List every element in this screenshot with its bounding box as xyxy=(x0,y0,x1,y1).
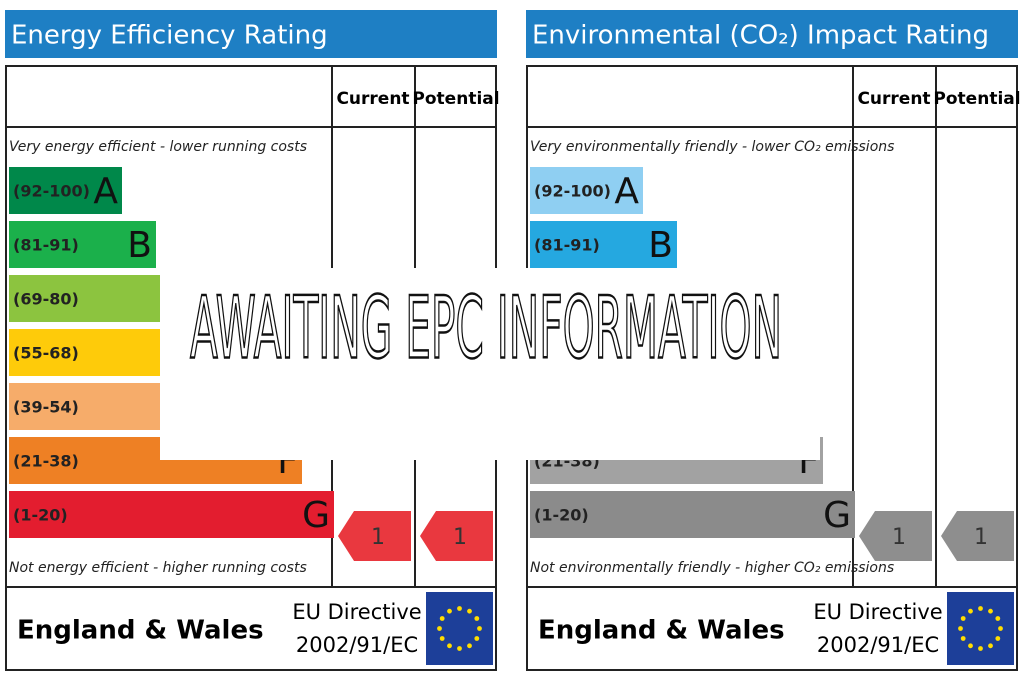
eu-star xyxy=(439,636,445,641)
eu-star xyxy=(457,646,462,651)
column-header: Current xyxy=(336,89,409,109)
eu-star xyxy=(968,643,973,649)
band-bar xyxy=(530,491,855,538)
eu-star xyxy=(960,616,966,621)
band-bar xyxy=(9,167,122,214)
band-bar xyxy=(9,491,334,538)
band-range: (55-68) xyxy=(13,344,79,363)
band-letter: A xyxy=(614,171,639,212)
panel-title: Environmental (CO₂) Impact Rating xyxy=(532,21,989,51)
eu-star xyxy=(477,626,482,631)
bottom-note: Not energy efficient - higher running co… xyxy=(9,560,307,576)
eu-star xyxy=(978,646,983,651)
band-range: (81-91) xyxy=(534,236,600,255)
rating-value: 1 xyxy=(371,525,385,550)
eu-star xyxy=(988,643,993,649)
column-header: Potential xyxy=(933,89,1020,109)
eu-star xyxy=(958,626,963,631)
eu-star xyxy=(439,616,445,621)
band-range: (81-91) xyxy=(13,236,79,255)
title-bar xyxy=(5,10,497,58)
band-range: (92-100) xyxy=(534,182,611,201)
band-range: (39-54) xyxy=(13,398,79,417)
rating-arrow xyxy=(338,511,411,561)
band-letter: B xyxy=(127,225,152,266)
eu-star xyxy=(437,626,442,631)
panel-title: Energy Efficiency Rating xyxy=(11,21,328,51)
band-range: (1-20) xyxy=(534,506,589,525)
eu-star xyxy=(978,606,983,611)
eu-star xyxy=(998,626,1003,631)
eu-star xyxy=(995,616,1001,621)
region: England & Wales xyxy=(538,616,785,646)
rating-value: 1 xyxy=(974,525,988,550)
eu-star xyxy=(457,606,462,611)
eu-star xyxy=(474,636,480,641)
rating-arrow xyxy=(859,511,932,561)
band-letter: G xyxy=(302,495,330,536)
band-range: (92-100) xyxy=(13,182,90,201)
eu-flag xyxy=(947,592,1014,665)
eu-star xyxy=(447,643,452,649)
eu-star xyxy=(995,636,1001,641)
band-range: (1-20) xyxy=(13,506,68,525)
band-letter: G xyxy=(823,495,851,536)
band-bar xyxy=(530,221,677,268)
bottom-note: Not environmentally friendly - higher CO… xyxy=(530,560,894,576)
title-bar xyxy=(526,10,1018,58)
eu-flag xyxy=(426,592,493,665)
directive: EU Directive xyxy=(813,600,942,624)
eu-star xyxy=(988,608,993,614)
rating-arrow xyxy=(420,511,493,561)
eu-star xyxy=(968,608,973,614)
directive: 2002/91/EC xyxy=(296,633,418,657)
top-note: Very energy efficient - lower running co… xyxy=(9,139,307,155)
band-bar xyxy=(530,167,643,214)
column-header: Potential xyxy=(412,89,499,109)
column-header: Current xyxy=(857,89,930,109)
rating-arrow xyxy=(941,511,1014,561)
eu-star xyxy=(474,616,480,621)
rating-value: 1 xyxy=(892,525,906,550)
band-bar xyxy=(9,221,156,268)
band-letter: B xyxy=(648,225,673,266)
band-letter: A xyxy=(93,171,118,212)
eu-star xyxy=(467,608,472,614)
eu-star xyxy=(467,643,472,649)
directive: 2002/91/EC xyxy=(817,633,939,657)
top-note: Very environmentally friendly - lower CO… xyxy=(530,139,894,155)
eu-star xyxy=(447,608,452,614)
band-range: (69-80) xyxy=(13,290,79,309)
region: England & Wales xyxy=(17,616,264,646)
directive: EU Directive xyxy=(292,600,421,624)
overlay-box xyxy=(160,268,820,460)
eu-star xyxy=(960,636,966,641)
band-range: (21-38) xyxy=(13,452,79,471)
rating-value: 1 xyxy=(453,525,467,550)
overlay-text: AWAITING EPC INFORMATION xyxy=(190,278,782,378)
